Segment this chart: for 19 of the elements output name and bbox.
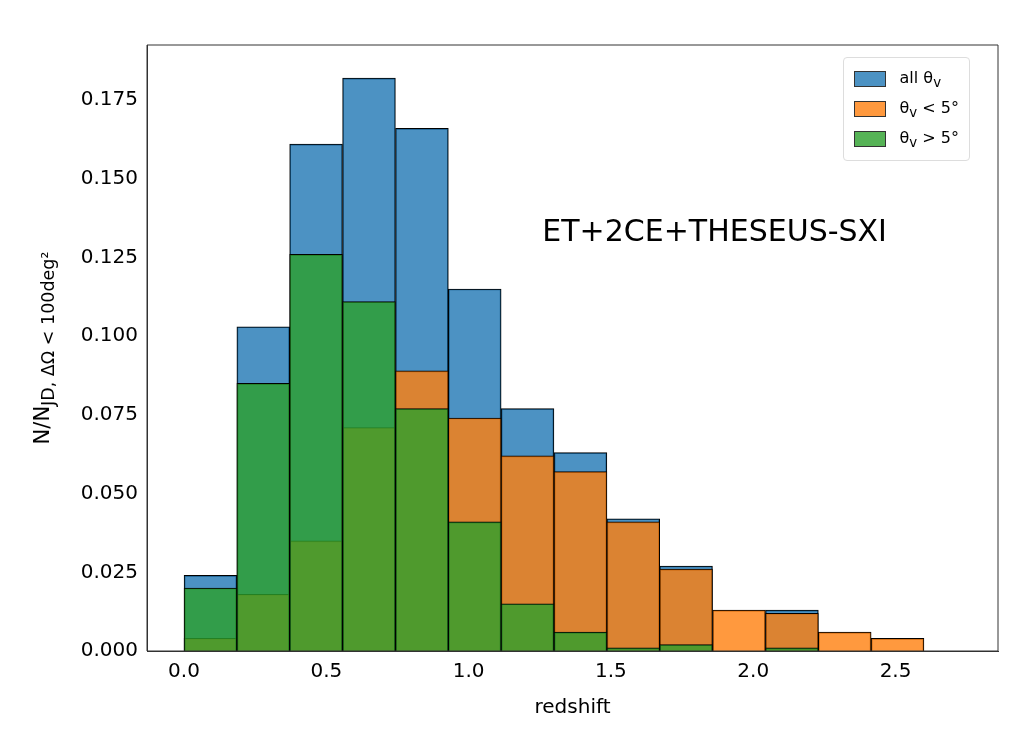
y-tick-label: 0.100 (80, 322, 138, 347)
y-tick-label: 0.125 (80, 243, 138, 268)
x-tick-label: 2.0 (737, 658, 770, 683)
x-tick-label: 0.0 (168, 658, 200, 683)
y-tick-label: 0.000 (80, 637, 138, 662)
y-tick-label: 0.075 (80, 401, 138, 426)
legend-label: all θ$_{v}$ (899, 67, 942, 91)
y-tick-label: 0.150 (80, 165, 138, 189)
x-tick-label: 2.5 (879, 658, 912, 683)
legend-label: θ$_{v}$ > 5° (899, 127, 959, 151)
x-axis-title: redshift (534, 694, 611, 719)
x-tick-label: 1.0 (452, 658, 485, 683)
legend-label: θ$_{v}$ < 5° (899, 97, 959, 121)
annotation: ET+2CE+THESEUS-SXI (542, 212, 887, 248)
y-tick-label: 0.050 (80, 479, 138, 504)
y-tick-label: 0.025 (80, 558, 138, 583)
y-tick-label: 0.175 (80, 86, 138, 111)
x-tick-label: 0.5 (310, 658, 343, 683)
x-tick-label: 1.5 (595, 658, 627, 683)
